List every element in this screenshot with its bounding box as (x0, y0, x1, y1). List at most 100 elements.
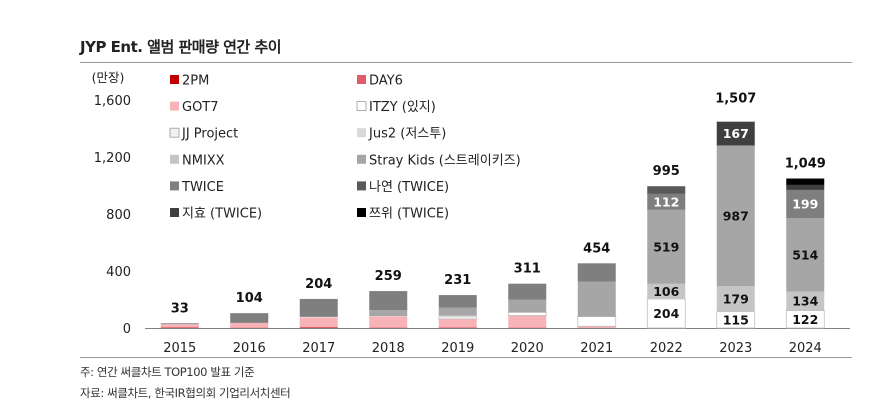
legend-item: Stray Kids (스트레이키즈) (357, 153, 521, 168)
bar-segment (230, 313, 269, 323)
total-label: 1,049 (785, 157, 826, 172)
legend-label: 2PM (182, 74, 209, 89)
bar-segment (438, 315, 477, 317)
bar-segment (508, 315, 547, 328)
title-divider (80, 62, 852, 63)
bar-segment (786, 291, 825, 311)
total-label: 995 (653, 164, 680, 179)
bar-segment (786, 184, 825, 190)
legend-swatch (169, 127, 180, 138)
legend-label: DAY6 (369, 74, 403, 89)
legend-swatch (357, 75, 366, 84)
bar-segment (716, 121, 755, 146)
segment-label: 122 (792, 312, 818, 327)
y-tick-label: 1,200 (94, 151, 131, 166)
bar-segment (647, 283, 686, 299)
x-tick-label: 2022 (650, 341, 683, 356)
footnote: 주: 연간 써클차트 TOP100 발표 기준 (80, 365, 255, 379)
bar-segment (438, 327, 477, 328)
bar-segment (647, 209, 686, 284)
source-note: 자료: 써클차트, 한국IR협의회 기업리서치센터 (80, 386, 291, 400)
y-tick-label: 400 (106, 265, 131, 280)
axes: (만장) 0 400 800 1,200 1,600 2015 2016 2017 2018 201… (92, 70, 850, 356)
bar-segment (299, 317, 338, 328)
bar-segment (508, 299, 547, 313)
y-tick-label: 800 (106, 208, 131, 223)
legend-swatch (357, 154, 366, 164)
legend-label: 나연 (TWICE) (369, 180, 449, 195)
bar-segment (369, 291, 408, 311)
bar-segment (786, 178, 825, 185)
bar-segment (786, 218, 825, 292)
segment-label: 519 (653, 239, 679, 254)
legend-label: 쯔위 (TWICE) (369, 207, 449, 222)
x-tick-label: 2023 (719, 341, 752, 356)
bar-segment (230, 322, 269, 328)
total-label: 204 (305, 277, 332, 292)
segment-label: 167 (723, 126, 749, 141)
legend-item: TWICE (170, 180, 224, 195)
legend-item: GOT7 (170, 100, 219, 115)
legend-label: 지효 (TWICE) (182, 207, 262, 222)
legend-item: 나연 (TWICE) (357, 180, 449, 195)
legend-swatch (170, 181, 179, 191)
legend-swatch (357, 128, 366, 138)
legend-swatch (170, 208, 179, 217)
total-label: 33 (171, 301, 189, 316)
legend-label: ITZY (있지) (369, 100, 436, 115)
segment-label: 106 (653, 284, 679, 299)
legend-swatch (170, 154, 179, 164)
y-unit-label: (만장) (92, 70, 125, 85)
legend: 2PM DAY6 GOT7 ITZY (있지) JJ Project Jus2 (저스투)… (169, 74, 521, 222)
legend-label: Jus2 (저스투) (368, 127, 446, 142)
x-tick-label: 2016 (233, 341, 266, 356)
legend-swatch (170, 75, 179, 84)
legend-item: 2PM (170, 74, 209, 89)
legend-swatch (356, 101, 367, 111)
legend-item: 쯔위 (TWICE) (357, 207, 449, 222)
total-label: 231 (444, 273, 471, 288)
legend-item: 지효 (TWICE) (170, 207, 262, 222)
bar-segment (438, 295, 477, 308)
total-label: 311 (514, 262, 541, 277)
legend-item: ITZY (있지) (356, 100, 436, 115)
legend-label: GOT7 (182, 100, 219, 115)
x-tick-label: 2018 (372, 341, 405, 356)
bar-segment (299, 327, 338, 328)
bar-segment (438, 318, 477, 328)
total-label: 454 (583, 241, 610, 256)
bar-segment (577, 316, 617, 327)
x-tick-label: 2017 (302, 341, 335, 356)
bar-segment (646, 298, 686, 329)
legend-item: Jus2 (저스투) (357, 127, 446, 142)
segment-label: 514 (792, 247, 818, 262)
bar-segment (508, 283, 547, 300)
bar-segment (369, 327, 408, 328)
bar-segment (647, 193, 686, 210)
segment-label: 134 (792, 294, 818, 309)
x-tick-label: 2019 (441, 341, 474, 356)
x-tick-label: 2024 (789, 341, 822, 356)
bars (160, 121, 825, 329)
stacked-bar-chart: (만장) 0 400 800 1,200 1,600 2015 2016 2017 2018 201… (92, 70, 850, 356)
footer-divider (80, 357, 852, 358)
bar-segment (786, 189, 825, 219)
x-tick-label: 2015 (163, 341, 196, 356)
legend-label: TWICE (181, 180, 224, 195)
x-tick-label: 2021 (580, 341, 613, 356)
bar-segment (507, 311, 547, 316)
bar-segment (716, 145, 755, 287)
legend-label: JJ Project (181, 127, 238, 142)
total-label: 1,507 (715, 91, 756, 106)
total-label: 104 (236, 291, 263, 306)
legend-swatch (170, 101, 179, 111)
y-tick-label: 1,600 (94, 94, 131, 109)
legend-item: JJ Project (169, 127, 238, 142)
legend-item: NMIXX (170, 153, 225, 168)
x-tick-label: 2020 (511, 341, 544, 356)
bar-segment (369, 316, 408, 328)
bar-segment (647, 186, 686, 194)
bar-segment (438, 316, 478, 320)
bar-segment (160, 324, 199, 328)
bar-segment (369, 310, 408, 317)
